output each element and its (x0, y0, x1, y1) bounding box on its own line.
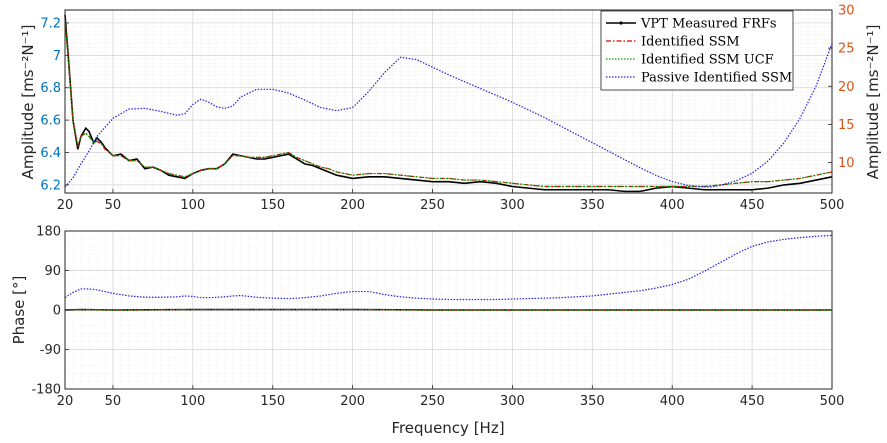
amplitude-x-ticks: 20 50 100 150 200 250 300 350 400 450 500 (57, 189, 845, 213)
x-tick-label: 200 (340, 198, 365, 213)
y-tick-label: -90 (40, 343, 61, 358)
legend-label: Passive Identified SSM (641, 71, 792, 86)
x-tick-label: 50 (105, 198, 122, 213)
x-tick-label: 20 (57, 394, 74, 409)
phase-x-label: Frequency [Hz] (391, 419, 504, 437)
y-tick-label: 6.4 (40, 146, 61, 161)
amplitude-grid (64, 10, 833, 194)
x-tick-label: 300 (500, 394, 525, 409)
series-line-2 (64, 19, 833, 188)
amplitude-axes-box (64, 9, 833, 194)
y-tick-label: 7 (53, 49, 61, 64)
y-tick-label: 7.2 (40, 16, 61, 31)
legend-label: VPT Measured FRFs (640, 17, 777, 32)
x-tick-label: 100 (180, 394, 205, 409)
y-tick-label: 15 (838, 118, 855, 133)
x-tick-label: 250 (420, 394, 445, 409)
y-tick-label: 10 (838, 156, 855, 171)
amplitude-left-ticks: 6.2 6.4 6.6 6.8 7 7.2 (40, 16, 69, 193)
x-tick-label: 250 (420, 198, 445, 213)
x-tick-label: 400 (660, 394, 685, 409)
y-tick-label: 6.8 (40, 81, 61, 96)
phase-y-ticks: 180 90 0 -90 -180 (31, 225, 69, 398)
phase-x-ticks: 20 50 100 150 200 250 300 350 400 450 500 (57, 385, 845, 409)
amplitude-left-label: Amplitude [ms⁻²N⁻¹] (19, 25, 37, 180)
phase-panel: 20 50 100 150 200 250 300 350 400 450 500 180 90 0 -9… (10, 225, 844, 438)
x-tick-label: 150 (260, 198, 285, 213)
x-tick-label: 50 (105, 394, 122, 409)
amplitude-panel: 20 50 100 150 200 250 300 350 400 450 500 6.26.46.… (19, 4, 882, 214)
x-tick-label: 450 (740, 394, 765, 409)
x-tick-label: 500 (820, 394, 845, 409)
phase-series (64, 234, 833, 311)
x-tick-label: 350 (580, 198, 605, 213)
y-tick-label: 25 (838, 42, 855, 57)
amplitude-right-ticks: 10 15 20 25 30 (828, 4, 855, 171)
x-tick-label: 300 (500, 198, 525, 213)
x-tick-label: 400 (660, 198, 685, 213)
legend: VPT Measured FRFs Identified SSM Identifie… (600, 10, 794, 91)
amplitude-right-label: Amplitude [ms⁻²N⁻¹] (864, 25, 882, 180)
y-tick-label: 0 (53, 304, 61, 319)
x-tick-label: 20 (57, 198, 74, 213)
y-tick-label: 6.2 (40, 178, 61, 193)
y-tick-label: 20 (838, 80, 855, 95)
y-tick-label: 6.6 (40, 114, 61, 129)
y-tick-label: 90 (44, 264, 61, 279)
x-tick-label: 450 (740, 198, 765, 213)
y-tick-label: -180 (31, 383, 61, 398)
phase-y-label: Phase [°] (10, 276, 28, 345)
y-tick-label: 180 (36, 225, 61, 240)
x-tick-label: 100 (180, 198, 205, 213)
x-tick-label: 150 (260, 394, 285, 409)
legend-marker (619, 21, 623, 25)
legend-label: Identified SSM (641, 35, 740, 50)
x-tick-label: 200 (340, 394, 365, 409)
y-tick-label: 30 (838, 4, 855, 19)
amplitude-series (64, 14, 833, 193)
legend-label: Identified SSM UCF (641, 53, 774, 68)
series-line-3 (64, 43, 833, 188)
x-tick-label: 350 (580, 394, 605, 409)
x-tick-label: 500 (820, 198, 845, 213)
